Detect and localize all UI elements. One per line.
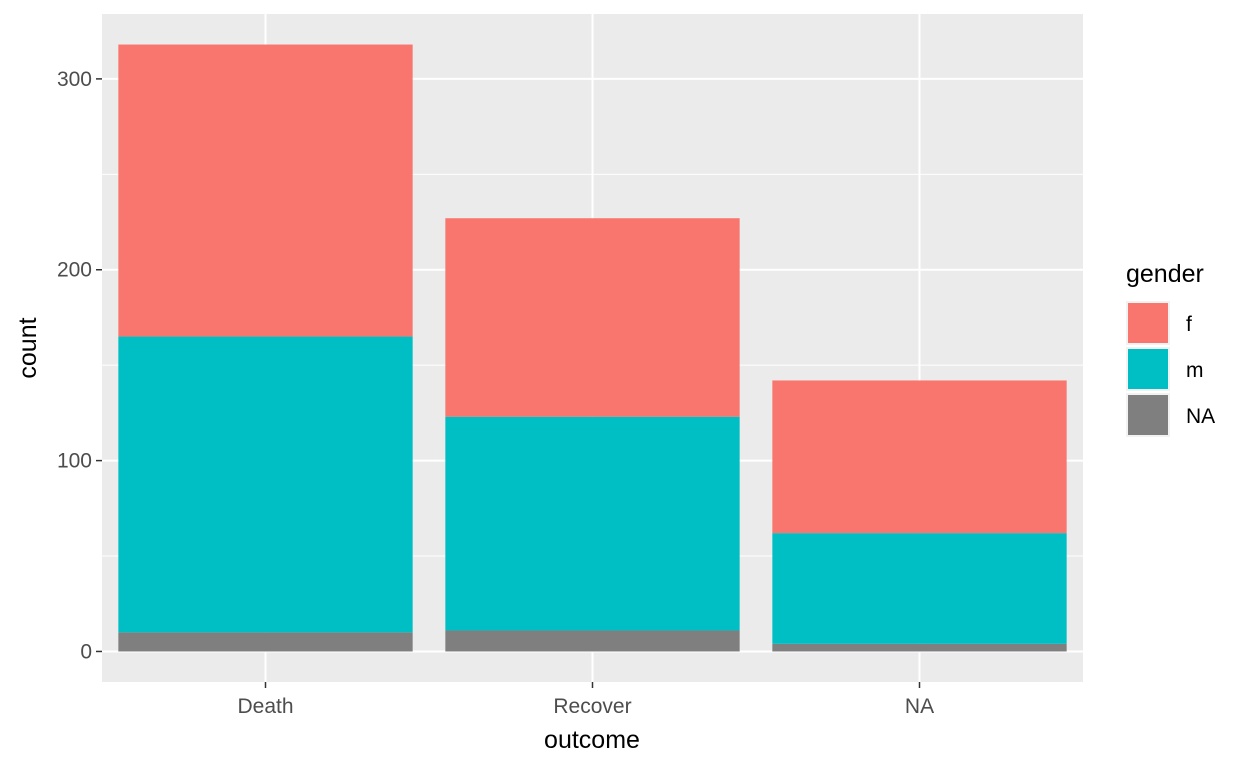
legend-label: m [1186, 359, 1204, 382]
bar-recover-na [445, 630, 740, 652]
bar-recover-f [445, 218, 740, 417]
x-tick-label: NA [905, 695, 934, 718]
bars [118, 44, 1067, 652]
axis-ticks: 0 100 200 300 Death Recover NA [57, 68, 934, 718]
x-tick-label: Recover [553, 695, 631, 718]
legend-title: gender [1126, 260, 1204, 288]
bar-na-na [772, 643, 1067, 652]
legend-key-na [1128, 395, 1168, 435]
bar-recover-m [445, 416, 740, 631]
bar-na-m [772, 533, 1067, 644]
bar-death-na [118, 632, 413, 652]
y-tick-label: 300 [57, 68, 92, 91]
y-tick-label: 200 [57, 259, 92, 282]
y-axis-title: count [14, 317, 42, 378]
legend-label: f [1186, 313, 1192, 336]
legend: gender fm NA [1126, 260, 1215, 437]
x-axis-title: outcome [544, 726, 640, 754]
bar-na-f [772, 380, 1067, 534]
legend-label: NA [1186, 405, 1215, 428]
bar-death-f [118, 44, 413, 337]
x-tick-label: Death [237, 695, 293, 718]
y-tick-label: 0 [80, 640, 92, 663]
y-tick-label: 100 [57, 450, 92, 473]
legend-key-m [1128, 349, 1168, 389]
legend-key-f [1128, 303, 1168, 343]
legend-items: fm NA [1126, 301, 1215, 437]
bar-death-m [118, 336, 413, 633]
